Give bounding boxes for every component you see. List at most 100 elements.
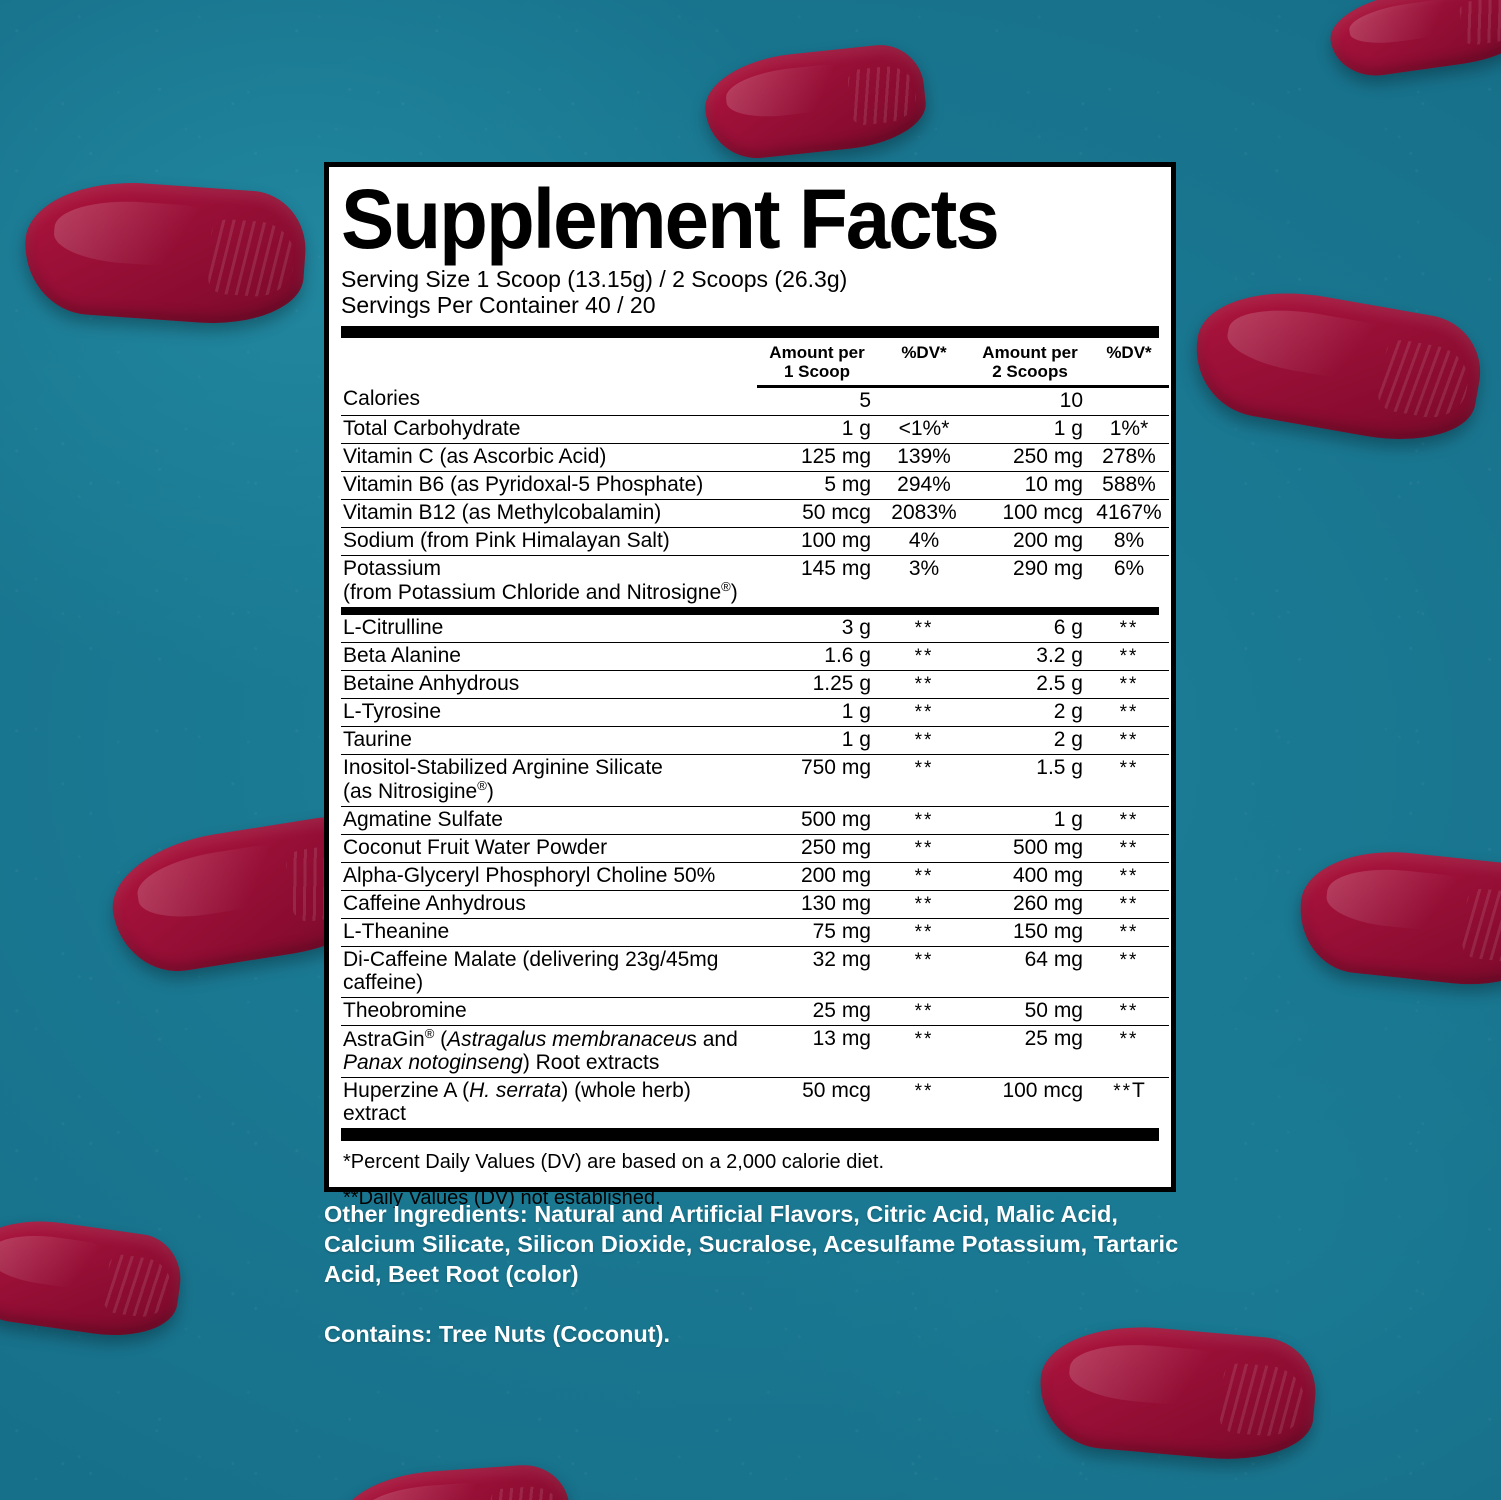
- row-name: Beta Alanine: [341, 642, 757, 671]
- row-dv-2: **: [1089, 834, 1169, 863]
- row-dv-2: 4167%: [1089, 499, 1169, 528]
- table-row: Potassium (from Potassium Chloride and Ni…: [341, 555, 1169, 607]
- row-amount-2-scoops: 25 mg: [971, 1025, 1089, 1078]
- row-dv-1: **: [877, 726, 971, 755]
- row-amount-1-scoop: 32 mg: [757, 946, 877, 998]
- row-amount-2-scoops: 150 mg: [971, 918, 1089, 947]
- row-dv-2: **: [1089, 890, 1169, 919]
- row-dv-1: 294%: [877, 471, 971, 500]
- table-row: Di-Caffeine Malate (delivering 23g/45mg …: [341, 946, 1169, 998]
- row-amount-1-scoop: 750 mg: [757, 754, 877, 807]
- row-dv-1: [877, 386, 971, 416]
- row-dv-2: **: [1089, 754, 1169, 807]
- contains-allergen-text: Contains: Tree Nuts (Coconut).: [324, 1321, 670, 1348]
- row-amount-1-scoop: 3 g: [757, 614, 877, 643]
- row-amount-2-scoops: 260 mg: [971, 890, 1089, 919]
- row-amount-1-scoop: 5 mg: [757, 471, 877, 500]
- row-amount-2-scoops: 3.2 g: [971, 642, 1089, 671]
- table-row: Vitamin B12 (as Methylcobalamin) 50 mcg 20…: [341, 499, 1169, 528]
- table-row: Agmatine Sulfate 500 mg ** 1 g **: [341, 806, 1169, 835]
- row-name: L-Tyrosine: [341, 698, 757, 727]
- header-blank: [341, 338, 757, 387]
- row-amount-2-scoops: 6 g: [971, 614, 1089, 643]
- row-dv-2: 8%: [1089, 527, 1169, 556]
- table-row: Alpha-Glyceryl Phosphoryl Choline 50% 200…: [341, 862, 1169, 891]
- row-name: Vitamin C (as Ascorbic Acid): [341, 443, 757, 472]
- row-dv-2: **: [1089, 997, 1169, 1026]
- row-amount-1-scoop: 25 mg: [757, 997, 877, 1026]
- table-row: L-Citrulline 3 g ** 6 g **: [341, 614, 1169, 643]
- row-name: Calories: [341, 386, 757, 416]
- rule-thick-top: [341, 325, 1159, 338]
- supplement-facts-panel: Supplement Facts Serving Size 1 Scoop (1…: [324, 162, 1176, 1209]
- row-amount-1-scoop: 1.25 g: [757, 670, 877, 699]
- row-dv-1: **: [877, 1025, 971, 1078]
- page-title: Supplement Facts: [341, 172, 1000, 266]
- header-amount-2-scoops: Amount per 2 Scoops: [971, 337, 1089, 388]
- row-name: Caffeine Anhydrous: [341, 890, 757, 919]
- row-name: Betaine Anhydrous: [341, 670, 757, 699]
- other-ingredients-text: Other Ingredients: Natural and Artificia…: [324, 1201, 1179, 1288]
- row-name: AstraGin® (Astragalus membranaceus and Pa…: [341, 1025, 757, 1078]
- row-amount-1-scoop: 1 g: [757, 726, 877, 755]
- row-amount-2-scoops: 100 mcg: [971, 499, 1089, 528]
- table-row: Taurine 1 g ** 2 g **: [341, 726, 1169, 755]
- row-amount-1-scoop: 500 mg: [757, 806, 877, 835]
- row-dv-1: <1%*: [877, 415, 971, 444]
- row-dv-1: **: [877, 698, 971, 727]
- gummy-candy-icon: [20, 175, 310, 330]
- table-header-row: Amount per 1 Scoop %DV* Amount per 2 Sco…: [341, 337, 1169, 388]
- row-dv-2: **: [1089, 806, 1169, 835]
- row-name: Huperzine A (H. serrata) (whole herb) ex…: [343, 1078, 691, 1126]
- row-amount-2-scoops: 290 mg: [1012, 556, 1083, 580]
- row-name: Alpha-Glyceryl Phosphoryl Choline 50%: [341, 862, 757, 891]
- footnote-percent-dv: *Percent Daily Values (DV) are based on …: [343, 1150, 885, 1173]
- row-dv-2: **: [1089, 642, 1169, 671]
- row-amount-2-scoops: 200 mg: [971, 527, 1089, 556]
- row-amount-2-scoops: 1 g: [971, 806, 1089, 835]
- row-dv-2: **: [1089, 918, 1169, 947]
- row-dv-1: **: [877, 918, 971, 947]
- row-dv-2: **: [1089, 1025, 1169, 1078]
- row-amount-2-scoops: 50 mg: [971, 997, 1089, 1026]
- row-name: Coconut Fruit Water Powder: [341, 834, 757, 863]
- table-row: Caffeine Anhydrous 130 mg ** 260 mg **: [341, 890, 1169, 919]
- header-dv-1: %DV*: [877, 337, 971, 388]
- header-amount-1-line2: 1 Scoop: [783, 361, 851, 381]
- row-amount-2-scoops: 400 mg: [971, 862, 1089, 891]
- row-name: Vitamin B6 (as Pyridoxal-5 Phosphate): [341, 471, 757, 500]
- row-dv-1: **: [877, 997, 971, 1026]
- row-dv-1: **: [877, 614, 971, 643]
- spacer: [324, 1289, 1184, 1319]
- row-name: Theobromine: [341, 997, 757, 1026]
- row-amount-1-scoop: 100 mg: [757, 527, 877, 556]
- row-amount-1-scoop: 125 mg: [757, 443, 877, 472]
- nutrition-table: Amount per 1 Scoop %DV* Amount per 2 Sco…: [341, 337, 1169, 607]
- row-amount-2-scoops: 100 mcg: [1002, 1078, 1083, 1102]
- below-label-copy: Other Ingredients: Natural and Artificia…: [324, 1199, 1184, 1349]
- row-amount-2-scoops: 1.5 g: [971, 754, 1089, 807]
- row-dv-2: 1%*: [1089, 415, 1169, 444]
- nutrition-rows-actives: L-Citrulline 3 g ** 6 g ** Beta Alanine 1.6 g *…: [341, 614, 1169, 1128]
- row-dv-2: **: [1089, 670, 1169, 699]
- row-amount-1-scoop: 1.6 g: [757, 642, 877, 671]
- row-dv-2: 278%: [1089, 443, 1169, 472]
- row-name: Vitamin B12 (as Methylcobalamin): [341, 499, 757, 528]
- row-dv-1: **: [877, 806, 971, 835]
- table-row: Vitamin C (as Ascorbic Acid) 125 mg 139% 25…: [341, 443, 1169, 472]
- row-dv-2: **: [1089, 862, 1169, 891]
- table-row: L-Tyrosine 1 g ** 2 g **: [341, 698, 1169, 727]
- header-amount-2-line1: Amount per: [982, 342, 1078, 362]
- row-amount-2-scoops: 1 g: [971, 415, 1089, 444]
- row-amount-1-scoop: 1 g: [757, 698, 877, 727]
- row-amount-1-scoop: 200 mg: [757, 862, 877, 891]
- row-dv-2: **: [1089, 614, 1169, 643]
- row-dv-1: **: [877, 946, 971, 998]
- header-dv-2: %DV*: [1089, 337, 1169, 388]
- row-dv-2: [1089, 386, 1169, 416]
- table-row: Sodium (from Pink Himalayan Salt) 100 mg 4…: [341, 527, 1169, 556]
- row-amount-1-scoop: 250 mg: [757, 834, 877, 863]
- row-amount-1-scoop: 50 mcg: [757, 499, 877, 528]
- row-amount-2-scoops: 64 mg: [971, 946, 1089, 998]
